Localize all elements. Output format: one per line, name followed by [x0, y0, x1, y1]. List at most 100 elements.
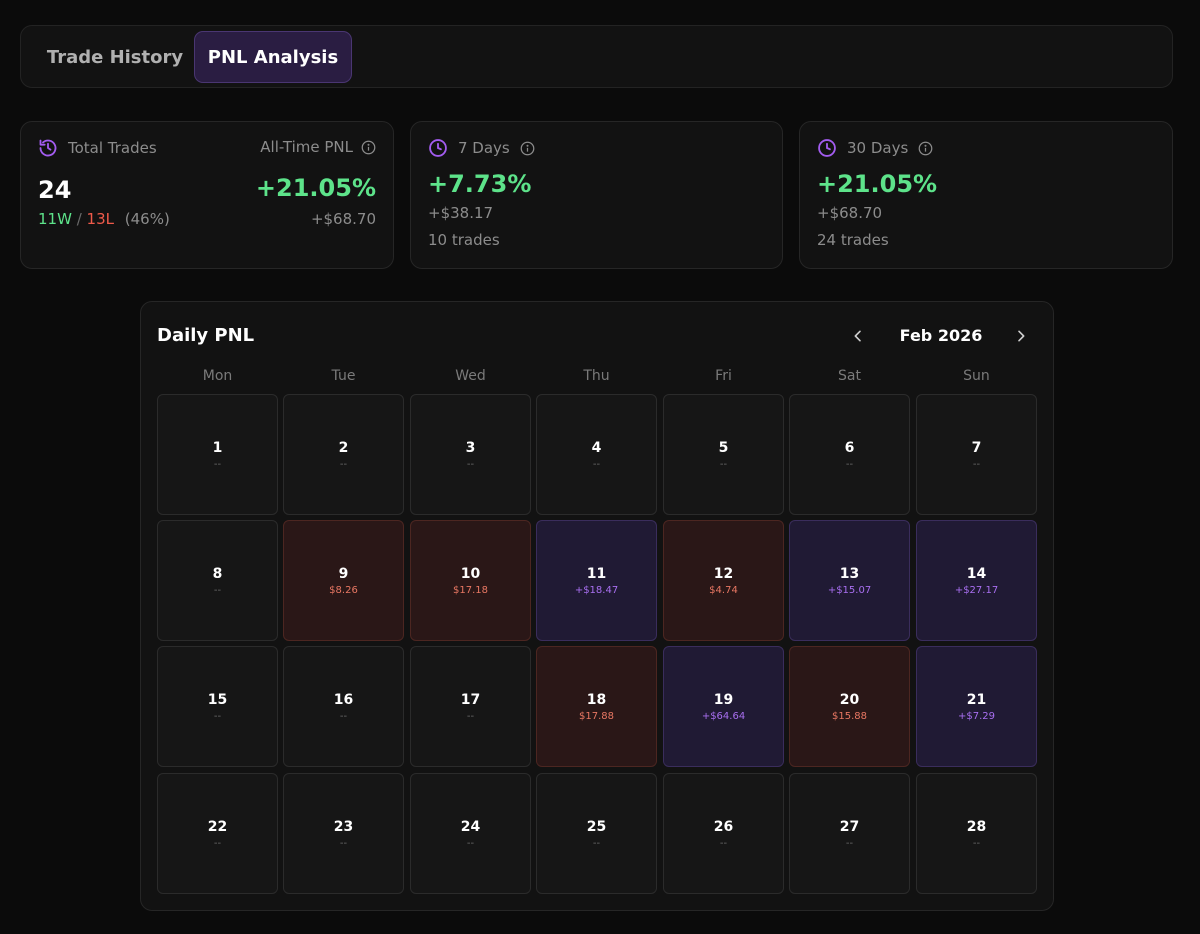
seven-day-label: 7 Days [458, 139, 510, 157]
calendar-day[interactable]: 3 -- [410, 394, 531, 515]
day-number: 19 [713, 691, 734, 708]
calendar-title: Daily PNL [157, 325, 255, 346]
calendar-day[interactable]: 8 -- [157, 520, 278, 641]
day-pnl-value: -- [719, 458, 728, 470]
win-loss-separator: / [76, 210, 82, 228]
seven-day-pnl-usd: +$38.17 [428, 204, 494, 222]
total-trades-label: Total Trades [68, 139, 157, 157]
day-pnl-value: -- [213, 458, 222, 470]
calendar-day[interactable]: 2 -- [283, 394, 404, 515]
day-number: 8 [212, 565, 223, 582]
seven-day-pnl-percent: +7.73% [428, 170, 532, 198]
day-pnl-value: -- [213, 710, 222, 722]
calendar-day[interactable]: 7 -- [916, 394, 1037, 515]
day-number: 11 [586, 565, 607, 582]
day-number: 5 [718, 439, 729, 456]
thirty-day-trades: 24 trades [817, 231, 889, 249]
day-pnl-value: $17.88 [579, 710, 614, 722]
weekday-header: Mon [202, 368, 233, 384]
day-pnl-value: $4.74 [709, 584, 738, 596]
day-pnl-value: +$64.64 [701, 710, 746, 722]
calendar-day[interactable]: 14 +$27.17 [916, 520, 1037, 641]
weekday-header: Sat [838, 368, 861, 384]
info-icon[interactable] [520, 141, 535, 156]
calendar-day[interactable]: 6 -- [789, 394, 910, 515]
calendar-day[interactable]: 11 +$18.47 [536, 520, 657, 641]
tab-trade-history[interactable]: Trade History [46, 46, 184, 68]
day-number: 18 [586, 691, 607, 708]
day-number: 12 [713, 565, 734, 582]
thirty-day-pnl-usd: +$68.70 [817, 204, 883, 222]
day-number: 4 [591, 439, 602, 456]
tab-pnl-analysis[interactable]: PNL Analysis [194, 31, 352, 83]
weekday-header: Wed [455, 368, 486, 384]
day-number: 2 [338, 439, 349, 456]
calendar-day[interactable]: 15 -- [157, 646, 278, 767]
day-pnl-value: +$7.29 [957, 710, 995, 722]
calendar-day[interactable]: 13 +$15.07 [789, 520, 910, 641]
calendar-day[interactable]: 20 $15.88 [789, 646, 910, 767]
day-number: 21 [966, 691, 987, 708]
day-pnl-value: $17.18 [453, 584, 488, 596]
current-month: Feb 2026 [899, 326, 983, 345]
day-pnl-value: -- [845, 458, 854, 470]
next-month-button[interactable] [1007, 322, 1035, 350]
day-pnl-value: -- [339, 458, 348, 470]
day-number: 27 [839, 818, 860, 835]
calendar-day[interactable]: 23 -- [283, 773, 404, 894]
all-time-pnl-label: All-Time PNL [260, 138, 353, 156]
day-pnl-value: -- [592, 837, 601, 849]
day-number: 28 [966, 818, 987, 835]
day-pnl-value: -- [845, 837, 854, 849]
calendar-day[interactable]: 18 $17.88 [536, 646, 657, 767]
calendar-day[interactable]: 19 +$64.64 [663, 646, 784, 767]
day-pnl-value: -- [466, 458, 475, 470]
thirty-day-label: 30 Days [847, 139, 909, 157]
calendar-day[interactable]: 12 $4.74 [663, 520, 784, 641]
calendar-day[interactable]: 25 -- [536, 773, 657, 894]
day-number: 15 [207, 691, 228, 708]
calendar-day[interactable]: 10 $17.18 [410, 520, 531, 641]
calendar-day[interactable]: 27 -- [789, 773, 910, 894]
history-icon [38, 138, 58, 158]
day-number: 3 [465, 439, 476, 456]
thirty-day-pnl-percent: +21.05% [817, 170, 938, 198]
weekday-header: Thu [583, 368, 610, 384]
day-pnl-value: -- [339, 837, 348, 849]
calendar-day[interactable]: 26 -- [663, 773, 784, 894]
day-pnl-value: -- [466, 837, 475, 849]
total-trades-card: Total Trades All-Time PNL 24 11W / 13L (… [20, 121, 394, 269]
calendar-day[interactable]: 16 -- [283, 646, 404, 767]
calendar-day[interactable]: 24 -- [410, 773, 531, 894]
weekday-header: Fri [715, 368, 732, 384]
day-pnl-value: -- [213, 584, 222, 596]
calendar-day[interactable]: 5 -- [663, 394, 784, 515]
calendar-day[interactable]: 28 -- [916, 773, 1037, 894]
day-pnl-value: -- [719, 837, 728, 849]
seven-day-trades: 10 trades [428, 231, 500, 249]
day-pnl-value: -- [972, 458, 981, 470]
clock-icon [428, 138, 448, 158]
day-number: 16 [333, 691, 354, 708]
day-number: 9 [338, 565, 349, 582]
day-pnl-value: -- [466, 710, 475, 722]
weekday-header: Tue [331, 368, 356, 384]
calendar-day[interactable]: 22 -- [157, 773, 278, 894]
prev-month-button[interactable] [844, 322, 872, 350]
win-loss-summary: 11W / 13L (46%) [38, 210, 170, 228]
day-number: 6 [844, 439, 855, 456]
day-number: 24 [460, 818, 481, 835]
info-icon[interactable] [361, 140, 376, 155]
calendar-day[interactable]: 21 +$7.29 [916, 646, 1037, 767]
calendar-day[interactable]: 9 $8.26 [283, 520, 404, 641]
seven-day-card: 7 Days +7.73% +$38.17 10 trades [410, 121, 783, 269]
all-time-pnl-usd: +$68.70 [310, 210, 376, 228]
day-number: 14 [966, 565, 987, 582]
calendar-day[interactable]: 4 -- [536, 394, 657, 515]
calendar-day[interactable]: 1 -- [157, 394, 278, 515]
info-icon[interactable] [918, 141, 933, 156]
total-trades-count: 24 [38, 176, 72, 204]
calendar-day[interactable]: 17 -- [410, 646, 531, 767]
weekday-header: Sun [963, 368, 990, 384]
thirty-day-card: 30 Days +21.05% +$68.70 24 trades [799, 121, 1173, 269]
